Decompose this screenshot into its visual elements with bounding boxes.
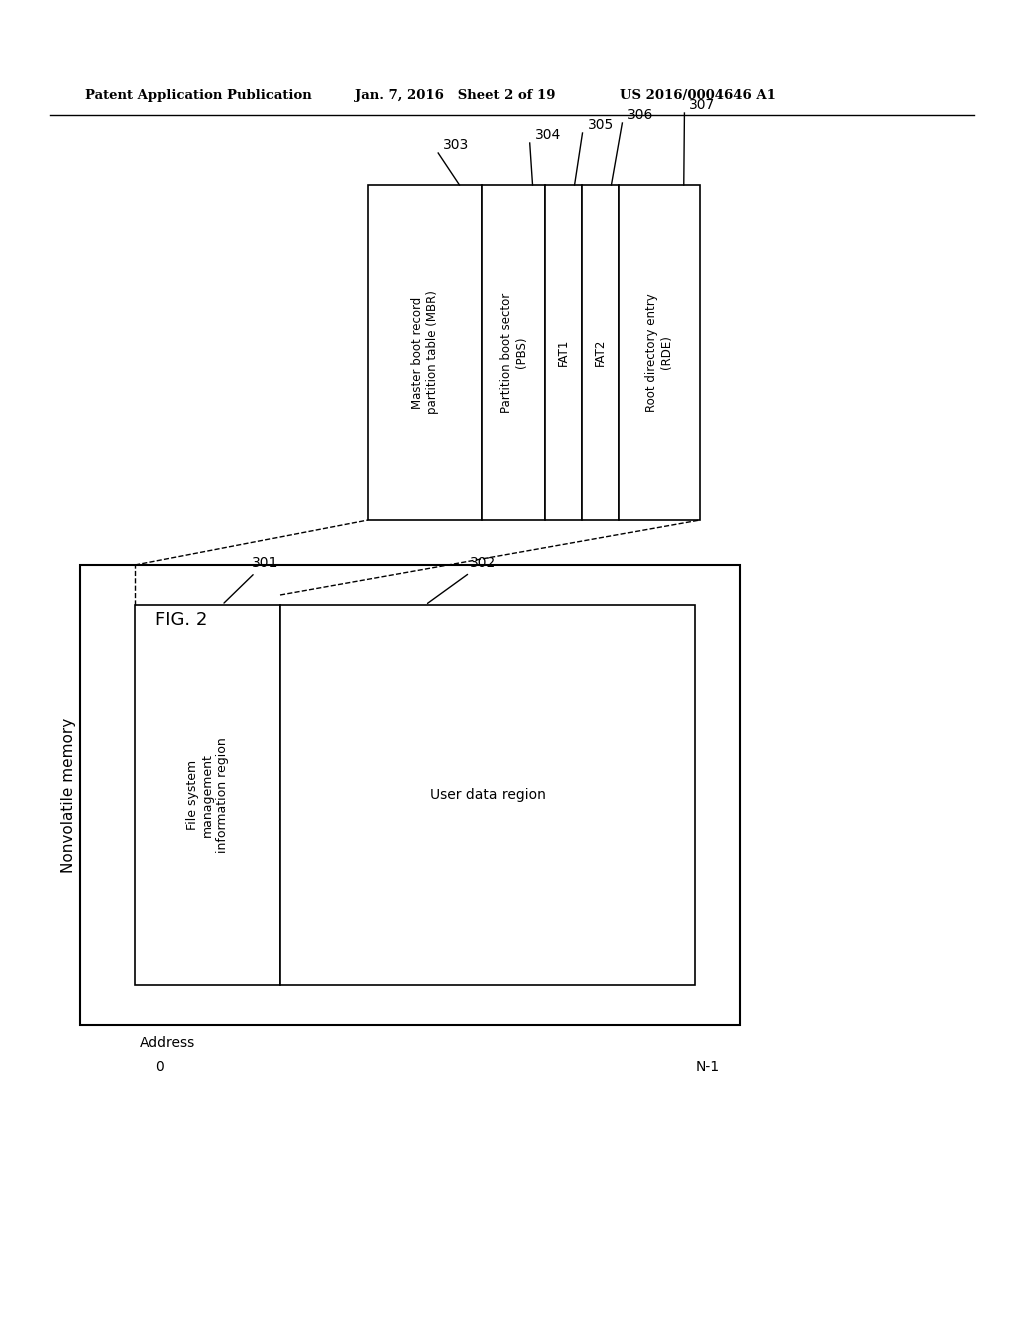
Text: 307: 307 [689,98,716,112]
Text: 306: 306 [628,108,653,121]
Bar [80,565,740,1026]
Bar [368,185,482,520]
Text: 303: 303 [443,139,469,152]
Bar [135,605,280,985]
Text: US 2016/0004646 A1: US 2016/0004646 A1 [620,88,776,102]
Text: 304: 304 [535,128,561,143]
Bar [582,185,618,520]
Text: 0: 0 [155,1060,164,1074]
Text: Nonvolatile memory: Nonvolatile memory [60,717,76,873]
Text: Jan. 7, 2016   Sheet 2 of 19: Jan. 7, 2016 Sheet 2 of 19 [355,88,555,102]
Text: Root directory entry
(RDE): Root directory entry (RDE) [645,293,674,412]
Text: FIG. 2: FIG. 2 [155,611,208,630]
Text: 301: 301 [224,556,279,603]
Text: Partition boot sector
(PBS): Partition boot sector (PBS) [500,292,527,413]
Text: FAT1: FAT1 [557,339,570,366]
Text: Master boot record
partition table (MBR): Master boot record partition table (MBR) [412,290,439,414]
Text: 305: 305 [588,117,613,132]
Text: N-1: N-1 [696,1060,720,1074]
Text: FAT2: FAT2 [594,339,607,366]
Bar [618,185,700,520]
Text: Patent Application Publication: Patent Application Publication [85,88,311,102]
Bar [280,605,695,985]
Bar [482,185,545,520]
Text: Address: Address [140,1036,196,1049]
Bar [545,185,582,520]
Text: 302: 302 [427,556,497,603]
Text: User data region: User data region [429,788,546,803]
Text: File system
management
information region: File system management information regio… [186,737,229,853]
